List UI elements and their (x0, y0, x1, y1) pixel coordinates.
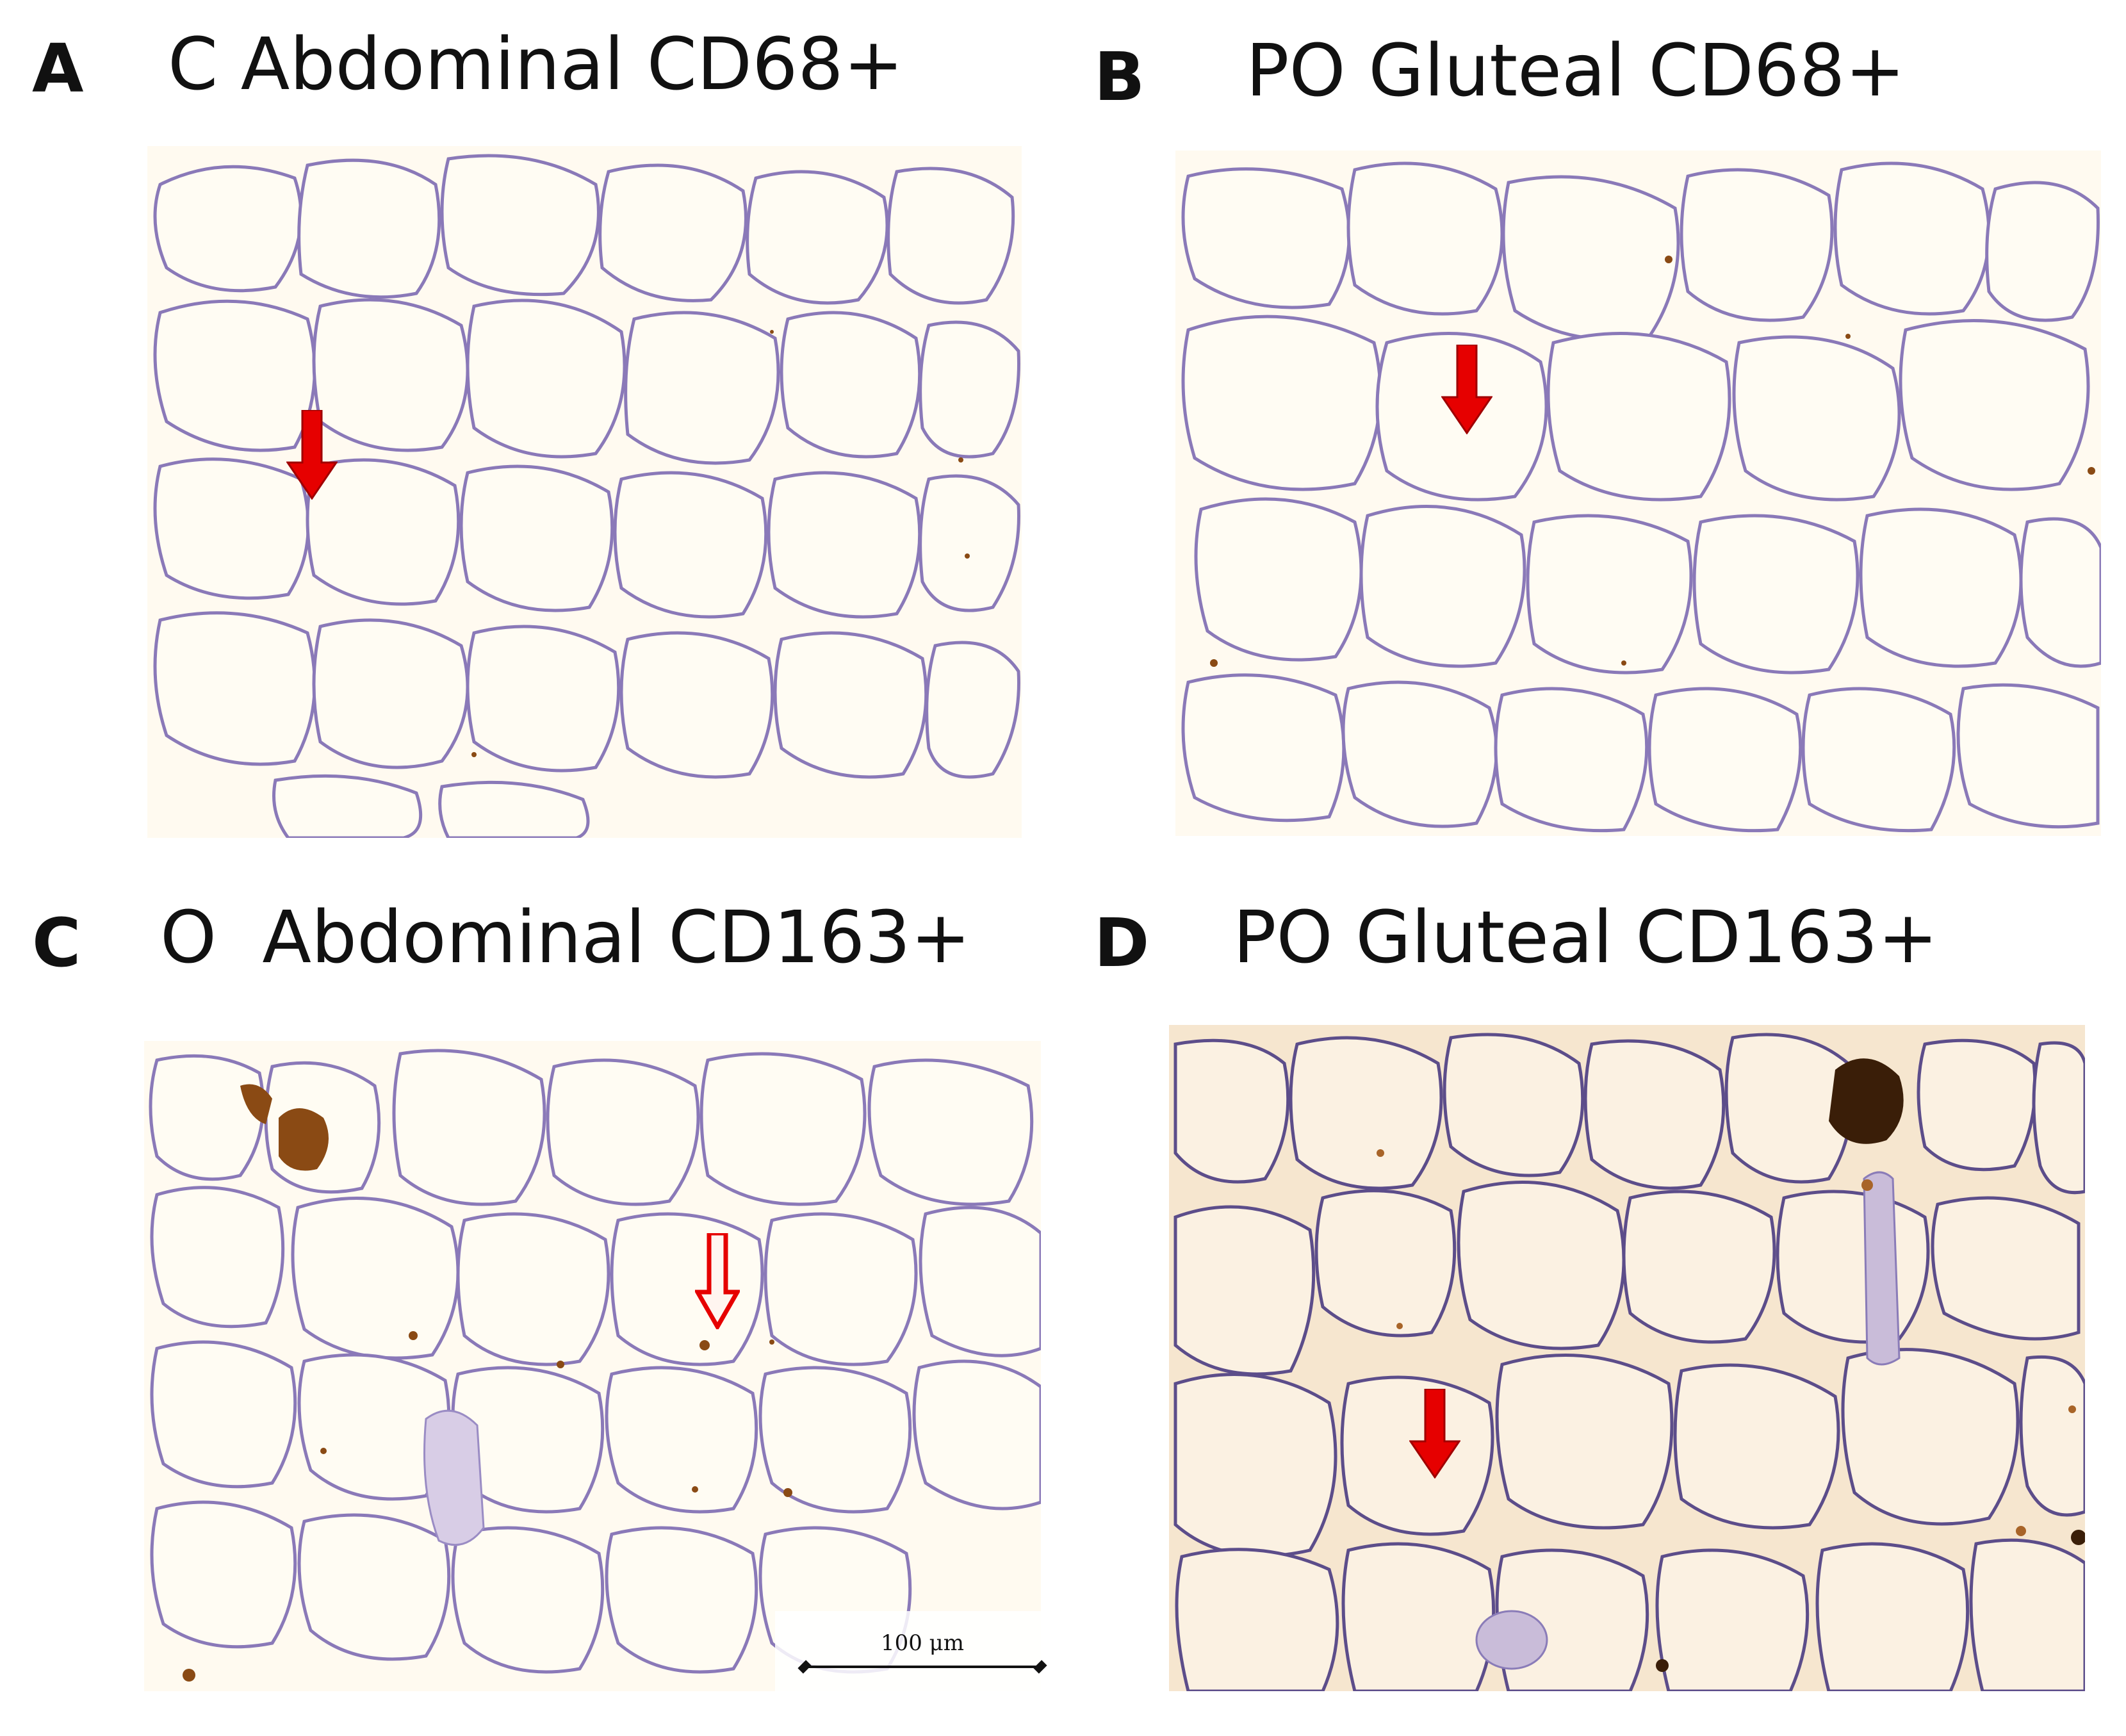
arrow-down-icon (695, 1233, 740, 1329)
scale-bar-right-end (1033, 1660, 1047, 1674)
panel-letter-d: D (1094, 904, 1150, 982)
panel-title-d: PO Gluteal CD163+ (1233, 896, 1938, 979)
scale-bar-label: 100 μm (880, 1630, 965, 1656)
micrograph-d (1169, 1025, 2085, 1691)
panel-title-a: C Abdominal CD68+ (168, 23, 904, 106)
micrograph-c (144, 1041, 1041, 1691)
arrow-down-icon (1441, 345, 1492, 434)
panel-letter-c: C (32, 904, 81, 982)
arrow-down-icon (286, 410, 338, 500)
micrograph-a (147, 146, 1022, 838)
arrow-down-icon (1409, 1389, 1460, 1478)
panel-letter-a: A (32, 29, 84, 108)
panel-title-c: O Abdominal CD163+ (160, 896, 971, 979)
panel-letter-b: B (1094, 38, 1145, 116)
panel-title-b: PO Gluteal CD68+ (1246, 29, 1906, 113)
micrograph-b (1175, 151, 2101, 836)
scale-bar-line (806, 1666, 1039, 1668)
scale-bar: 100 μm (797, 1630, 1047, 1675)
